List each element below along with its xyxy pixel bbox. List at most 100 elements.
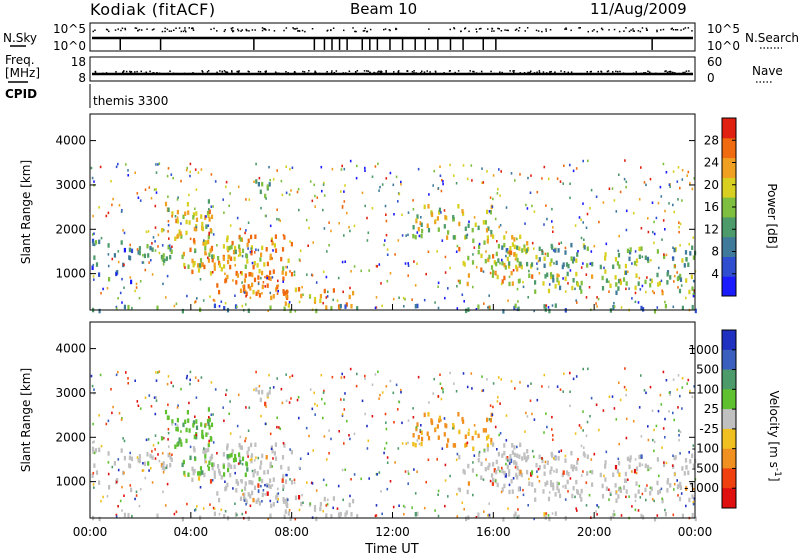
power-cell — [591, 261, 594, 267]
power-cell — [194, 248, 197, 254]
velocity-cell — [200, 376, 203, 379]
velocity-cell — [389, 379, 392, 383]
velocity-cell — [562, 390, 564, 393]
noise-trace — [92, 27, 693, 50]
velocity-cell — [142, 462, 144, 465]
velocity-cell — [232, 457, 236, 463]
velocity-cell — [542, 489, 545, 494]
velocity-cell — [281, 401, 284, 405]
nave-dot — [238, 70, 240, 72]
power-cell — [427, 250, 430, 253]
velocity-cell — [264, 483, 266, 487]
power-cell — [527, 176, 529, 180]
power-cell — [143, 253, 146, 259]
velocity-cell — [141, 469, 144, 472]
velocity-cell — [119, 499, 122, 503]
velocity-cell — [404, 506, 406, 509]
power-cell — [301, 285, 303, 289]
noise-search-dot — [596, 30, 598, 33]
power-colorbar-swatch — [722, 236, 736, 257]
power-cell — [617, 249, 620, 253]
nave-dot — [207, 70, 210, 72]
power-cell — [467, 255, 470, 261]
noise-search-dot — [672, 29, 675, 31]
power-cell — [230, 244, 233, 250]
power-cell — [243, 278, 247, 283]
freq-tick-low: 8 — [78, 71, 86, 85]
power-cell — [98, 308, 101, 314]
power-cell — [389, 171, 392, 175]
power-cell — [618, 278, 621, 284]
power-cell — [269, 178, 271, 182]
power-cell — [344, 184, 346, 187]
velocity-cell — [634, 493, 637, 499]
nave-dot — [665, 70, 667, 72]
velocity-cell — [604, 464, 607, 469]
velocity-cell — [168, 445, 170, 448]
velocity-cell — [462, 372, 465, 375]
power-cell — [484, 258, 487, 264]
power-cell — [212, 233, 215, 236]
power-cell — [170, 173, 173, 176]
power-cell — [668, 183, 671, 186]
power-cell — [121, 301, 123, 304]
power-cell — [499, 194, 501, 197]
nave-dot — [149, 70, 151, 73]
velocity-cell — [93, 440, 95, 443]
power-cell — [601, 286, 605, 291]
velocity-cell — [262, 489, 265, 492]
power-cell — [637, 281, 640, 286]
power-cell — [268, 165, 270, 169]
power-cell — [649, 278, 652, 282]
noise-search-dot — [618, 30, 621, 33]
velocity-cell — [423, 506, 426, 510]
power-cell — [570, 242, 573, 248]
power-cell — [480, 253, 483, 259]
power-cell — [309, 294, 312, 297]
velocity-cell — [248, 406, 251, 409]
velocity-cell — [549, 470, 552, 475]
velocity-cell — [93, 388, 95, 391]
velocity-cell — [515, 472, 518, 478]
velocity-cell — [515, 461, 518, 466]
power-cell — [207, 234, 210, 240]
power-cell — [688, 243, 690, 246]
power-cell — [465, 234, 468, 239]
noise-search-dot — [108, 30, 110, 33]
velocity-cell — [523, 455, 526, 460]
velocity-cell — [397, 447, 400, 450]
power-cell — [569, 163, 571, 167]
velocity-cell — [628, 495, 630, 498]
velocity-cell — [135, 490, 138, 494]
power-cell — [176, 234, 179, 239]
velocity-cell — [518, 454, 521, 459]
velocity-cell — [638, 406, 641, 409]
velocity-cell — [212, 462, 215, 467]
velocity-cell — [285, 373, 287, 376]
power-cell — [185, 219, 188, 225]
velocity-cell — [693, 385, 695, 388]
velocity-cell — [216, 491, 219, 496]
velocity-cell — [287, 511, 290, 516]
noise-search-dot — [106, 29, 109, 31]
velocity-cell — [247, 516, 250, 521]
velocity-cell — [245, 462, 249, 467]
velocity-cell — [501, 453, 504, 458]
velocity-cell — [550, 482, 553, 488]
nave-dot — [345, 72, 347, 74]
x-tick-label: 20:00 — [577, 525, 612, 539]
power-cell — [371, 207, 374, 210]
velocity-cell — [338, 430, 340, 433]
power-cell — [437, 285, 439, 288]
velocity-cell — [350, 512, 353, 517]
velocity-cell — [505, 462, 507, 466]
power-cell — [403, 305, 405, 308]
power-cell — [608, 280, 610, 283]
power-cell — [315, 308, 318, 314]
power-cell — [287, 303, 290, 308]
power-cell — [385, 177, 388, 180]
velocity-cell — [644, 463, 647, 468]
velocity-cell — [385, 441, 388, 445]
velocity-cell — [522, 488, 524, 492]
power-cell — [356, 164, 358, 168]
